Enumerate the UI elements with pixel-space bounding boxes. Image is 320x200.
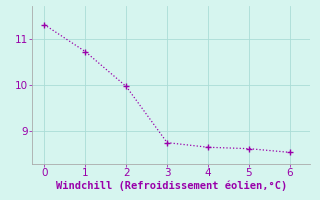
X-axis label: Windchill (Refroidissement éolien,°C): Windchill (Refroidissement éolien,°C) — [56, 181, 287, 191]
